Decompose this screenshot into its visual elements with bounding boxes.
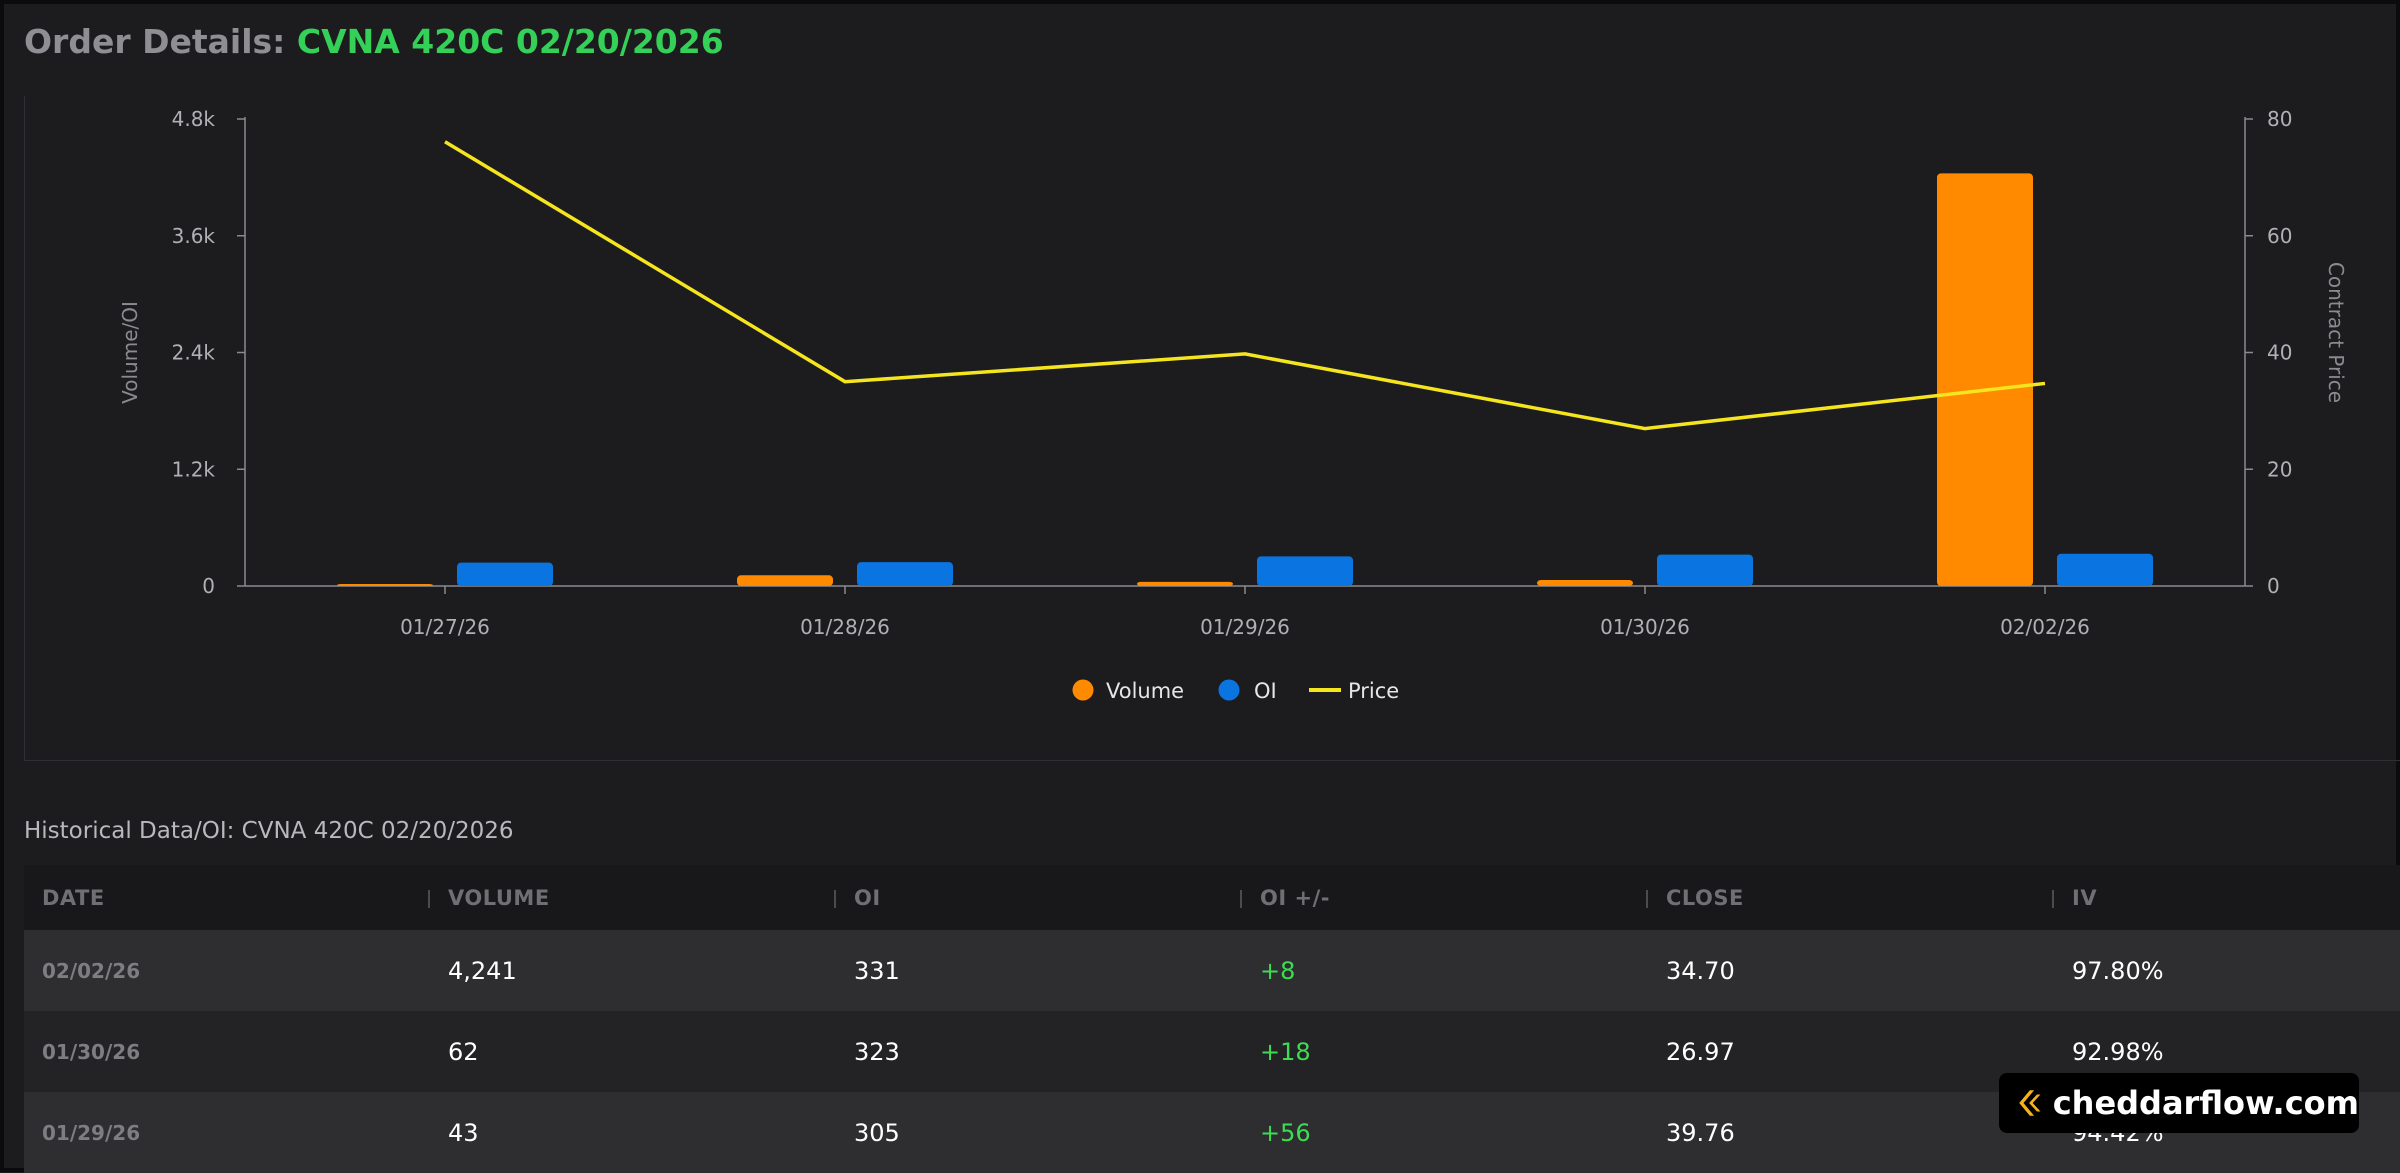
table-row[interactable]: 02/02/26 4,241 331 +8 34.70 97.80%	[24, 930, 2400, 1011]
x-tick-label: 01/30/26	[1600, 615, 1690, 639]
table-cell: 92.98%	[2072, 1037, 2164, 1066]
y-axis-title-right: Contract Price	[2324, 262, 2348, 403]
chart-card: 0 1.2k 2.4k 3.6k 4.8k 0 20 40 60 80 Volume/OI Contr…	[24, 96, 2400, 761]
column-header[interactable]: DATE	[24, 886, 430, 910]
watermark-badge: cheddarflow.com	[1999, 1073, 2359, 1133]
column-header[interactable]: OI	[836, 886, 1242, 910]
y-axis-title-left: Volume/OI	[118, 301, 142, 404]
oi-bar	[1257, 556, 1353, 586]
y-tick-label-left: 0	[202, 574, 215, 598]
column-header[interactable]: VOLUME	[430, 886, 836, 910]
volume-bar	[1937, 173, 2033, 586]
volume-bar	[337, 584, 433, 586]
table-header: DATE VOLUME OI OI +/- CLOSE IV	[24, 865, 2400, 930]
y-tick-label-right: 80	[2267, 107, 2292, 131]
oi-bar	[2057, 553, 2153, 586]
column-resize-handle[interactable]	[1240, 889, 1242, 908]
column-header[interactable]: CLOSE	[1648, 886, 2054, 910]
table-cell: 34.70	[1666, 956, 1735, 985]
y-tick-label-left: 3.6k	[172, 224, 216, 248]
table-cell: 39.76	[1666, 1118, 1735, 1147]
table-cell: 01/30/26	[42, 1039, 141, 1064]
oi-bar	[857, 562, 953, 586]
table-cell: +8	[1260, 956, 1296, 985]
page-title-prefix: Order Details:	[24, 22, 286, 61]
table-cell: +56	[1260, 1118, 1311, 1147]
volume-bar	[737, 575, 833, 586]
column-header[interactable]: IV	[2054, 886, 2400, 910]
table-cell: 62	[448, 1037, 479, 1066]
legend-price-label: Price	[1348, 679, 1399, 703]
column-header[interactable]: OI +/-	[1242, 886, 1648, 910]
y-tick-label-right: 0	[2267, 574, 2280, 598]
column-resize-handle[interactable]	[2052, 889, 2054, 908]
volume-bar	[1137, 581, 1233, 586]
price-line	[444, 140, 2046, 431]
table-cell: 331	[854, 956, 900, 985]
column-header-label: VOLUME	[448, 885, 550, 910]
column-header-label: OI +/-	[1260, 885, 1330, 910]
volume-bar	[1537, 579, 1633, 586]
table-cell: 01/29/26	[42, 1120, 141, 1145]
y-tick-label-left: 4.8k	[172, 107, 216, 131]
cheddarflow-logo-icon	[2019, 1090, 2041, 1116]
historical-title: Historical Data/OI: CVNA 420C 02/20/2026	[24, 818, 514, 844]
y-tick-label-left: 1.2k	[172, 457, 216, 481]
legend-volume-icon	[1072, 679, 1094, 701]
contract-symbol: CVNA 420C 02/20/2026	[296, 22, 724, 61]
page-title: Order Details: CVNA 420C 02/20/2026	[24, 22, 724, 61]
column-header-label: DATE	[42, 885, 105, 910]
table-cell: 43	[448, 1118, 479, 1147]
oi-bar	[1657, 554, 1753, 586]
y-tick-label-left: 2.4k	[172, 341, 216, 365]
legend-volume-label: Volume	[1106, 679, 1184, 703]
table-body: 02/02/26 4,241 331 +8 34.70 97.80% 01/30/26 62 3…	[24, 930, 2400, 1173]
column-header-label: IV	[2072, 885, 2098, 910]
table-cell: 02/02/26	[42, 958, 141, 983]
table-cell: +18	[1260, 1037, 1311, 1066]
x-tick-label: 01/27/26	[400, 615, 490, 639]
column-resize-handle[interactable]	[1646, 889, 1648, 908]
legend-oi-label: OI	[1254, 679, 1277, 703]
oi-bar	[457, 562, 553, 586]
table-cell: 305	[854, 1118, 900, 1147]
column-header-label: CLOSE	[1666, 885, 1744, 910]
table-cell: 323	[854, 1037, 900, 1066]
table-cell: 26.97	[1666, 1037, 1735, 1066]
x-tick-label: 01/28/26	[800, 615, 890, 639]
column-resize-handle[interactable]	[834, 889, 836, 908]
column-header-label: OI	[854, 885, 881, 910]
table-cell: 4,241	[448, 956, 517, 985]
y-tick-label-right: 60	[2267, 224, 2292, 248]
x-tick-label: 01/29/26	[1200, 615, 1290, 639]
column-resize-handle[interactable]	[428, 889, 430, 908]
watermark-text: cheddarflow.com	[2052, 1084, 2359, 1122]
y-tick-label-right: 20	[2267, 457, 2292, 481]
table-cell: 97.80%	[2072, 956, 2164, 985]
y-tick-label-right: 40	[2267, 341, 2292, 365]
x-tick-label: 02/02/26	[2000, 615, 2090, 639]
volume-oi-price-chart: 0 1.2k 2.4k 3.6k 4.8k 0 20 40 60 80 Volume/OI Contr…	[118, 107, 2348, 703]
legend-oi-icon	[1218, 679, 1240, 701]
